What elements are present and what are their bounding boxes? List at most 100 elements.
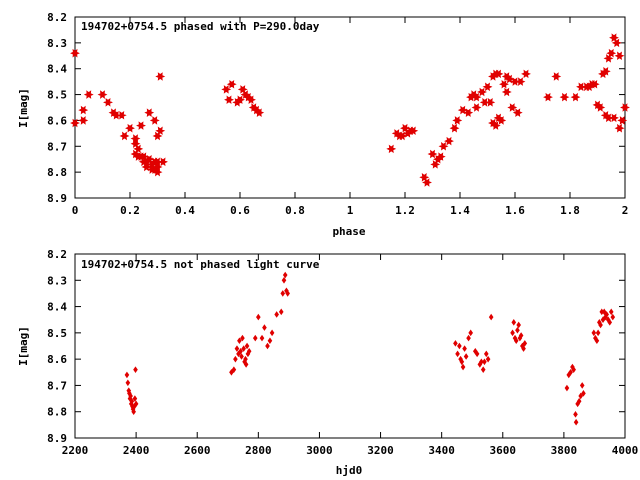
data-point (124, 371, 130, 379)
unphased-y-tick-label: 8.5 (47, 327, 67, 340)
data-point (78, 105, 89, 115)
unphased-x-axis-label: hjd0 (336, 464, 363, 477)
data-point (239, 353, 244, 360)
data-point (226, 79, 237, 89)
data-point (280, 290, 286, 297)
data-point (483, 350, 489, 358)
data-point (516, 321, 521, 329)
data-point (490, 121, 501, 130)
data-point (152, 157, 163, 167)
unphased-y-tick-label: 8.3 (47, 274, 67, 287)
data-point (573, 411, 578, 418)
data-point (274, 311, 279, 318)
data-point (521, 69, 531, 79)
data-point (463, 108, 474, 117)
data-point (595, 103, 606, 112)
data-point (463, 353, 469, 360)
data-point (578, 392, 584, 400)
data-point (427, 149, 438, 159)
data-point (455, 350, 460, 358)
data-point (78, 116, 89, 125)
data-point (559, 92, 570, 102)
data-point (254, 108, 265, 117)
phased-x-tick-label: 2 (622, 204, 629, 217)
data-point (144, 108, 155, 117)
data-point (594, 337, 600, 345)
data-point (576, 397, 582, 405)
data-point (278, 308, 284, 316)
data-point (229, 368, 234, 376)
data-point (496, 116, 507, 125)
data-point (452, 116, 463, 125)
data-point (510, 77, 520, 86)
unphased-y-tick-label: 8.9 (47, 432, 67, 445)
data-point (485, 355, 491, 363)
data-point (119, 131, 130, 141)
phased-x-tick-label: 1.6 (505, 204, 525, 217)
data-point (564, 384, 570, 392)
data-point (515, 77, 526, 86)
phased-x-tick-label: 0.6 (230, 204, 250, 217)
data-point (233, 355, 238, 363)
data-point (281, 276, 287, 284)
data-point (149, 116, 160, 125)
data-point (507, 103, 518, 112)
data-point (479, 358, 484, 366)
data-point (285, 290, 290, 297)
phased-y-tick-label: 8.3 (47, 37, 67, 50)
data-point (386, 144, 397, 154)
data-point (132, 395, 138, 402)
unphased-light-curve-panel: 194702+0754.5 not phased light curve hjd… (17, 248, 638, 477)
data-point (609, 113, 619, 123)
data-point (479, 98, 490, 107)
data-point (246, 347, 252, 355)
data-point (125, 379, 131, 387)
data-point (70, 118, 80, 128)
data-point (111, 110, 122, 120)
phased-x-tick-label: 1.4 (450, 204, 470, 217)
phased-x-tick-label: 0.4 (175, 204, 195, 217)
phased-x-axis-label: phase (332, 225, 365, 238)
phased-x-tick-label: 0.2 (120, 204, 140, 217)
data-point (243, 361, 249, 368)
data-point (573, 418, 579, 426)
data-point (620, 103, 630, 112)
data-point (589, 79, 600, 89)
data-point (604, 311, 609, 318)
data-point (510, 329, 515, 337)
data-point (543, 92, 553, 102)
data-point (591, 329, 597, 337)
data-point (488, 313, 494, 321)
data-point (133, 400, 139, 408)
data-point (480, 366, 486, 373)
data-point (571, 366, 576, 373)
data-point (238, 347, 243, 355)
data-point (70, 48, 80, 58)
data-point (136, 121, 146, 130)
phased-x-tick-label: 1.2 (395, 204, 415, 217)
data-point (282, 271, 288, 279)
data-point (129, 397, 135, 405)
data-point (97, 90, 108, 99)
data-point (468, 329, 474, 337)
data-point (155, 126, 166, 136)
data-point (267, 337, 273, 345)
data-point (243, 355, 248, 363)
data-point (231, 366, 237, 373)
data-point (457, 342, 462, 350)
data-point (224, 95, 234, 105)
data-point (601, 308, 607, 316)
data-point (246, 95, 256, 105)
data-point (133, 144, 144, 154)
phased-y-tick-label: 8.6 (47, 114, 67, 127)
data-point (518, 332, 524, 339)
data-point (462, 345, 467, 352)
phased-light-curve-panel: 194702+0754.5 phased with P=290.0day pha… (17, 11, 630, 238)
data-point (477, 87, 487, 97)
data-point (607, 319, 613, 326)
data-point (501, 87, 512, 97)
phased-y-tick-label: 8.7 (47, 140, 67, 153)
data-point (576, 82, 586, 92)
